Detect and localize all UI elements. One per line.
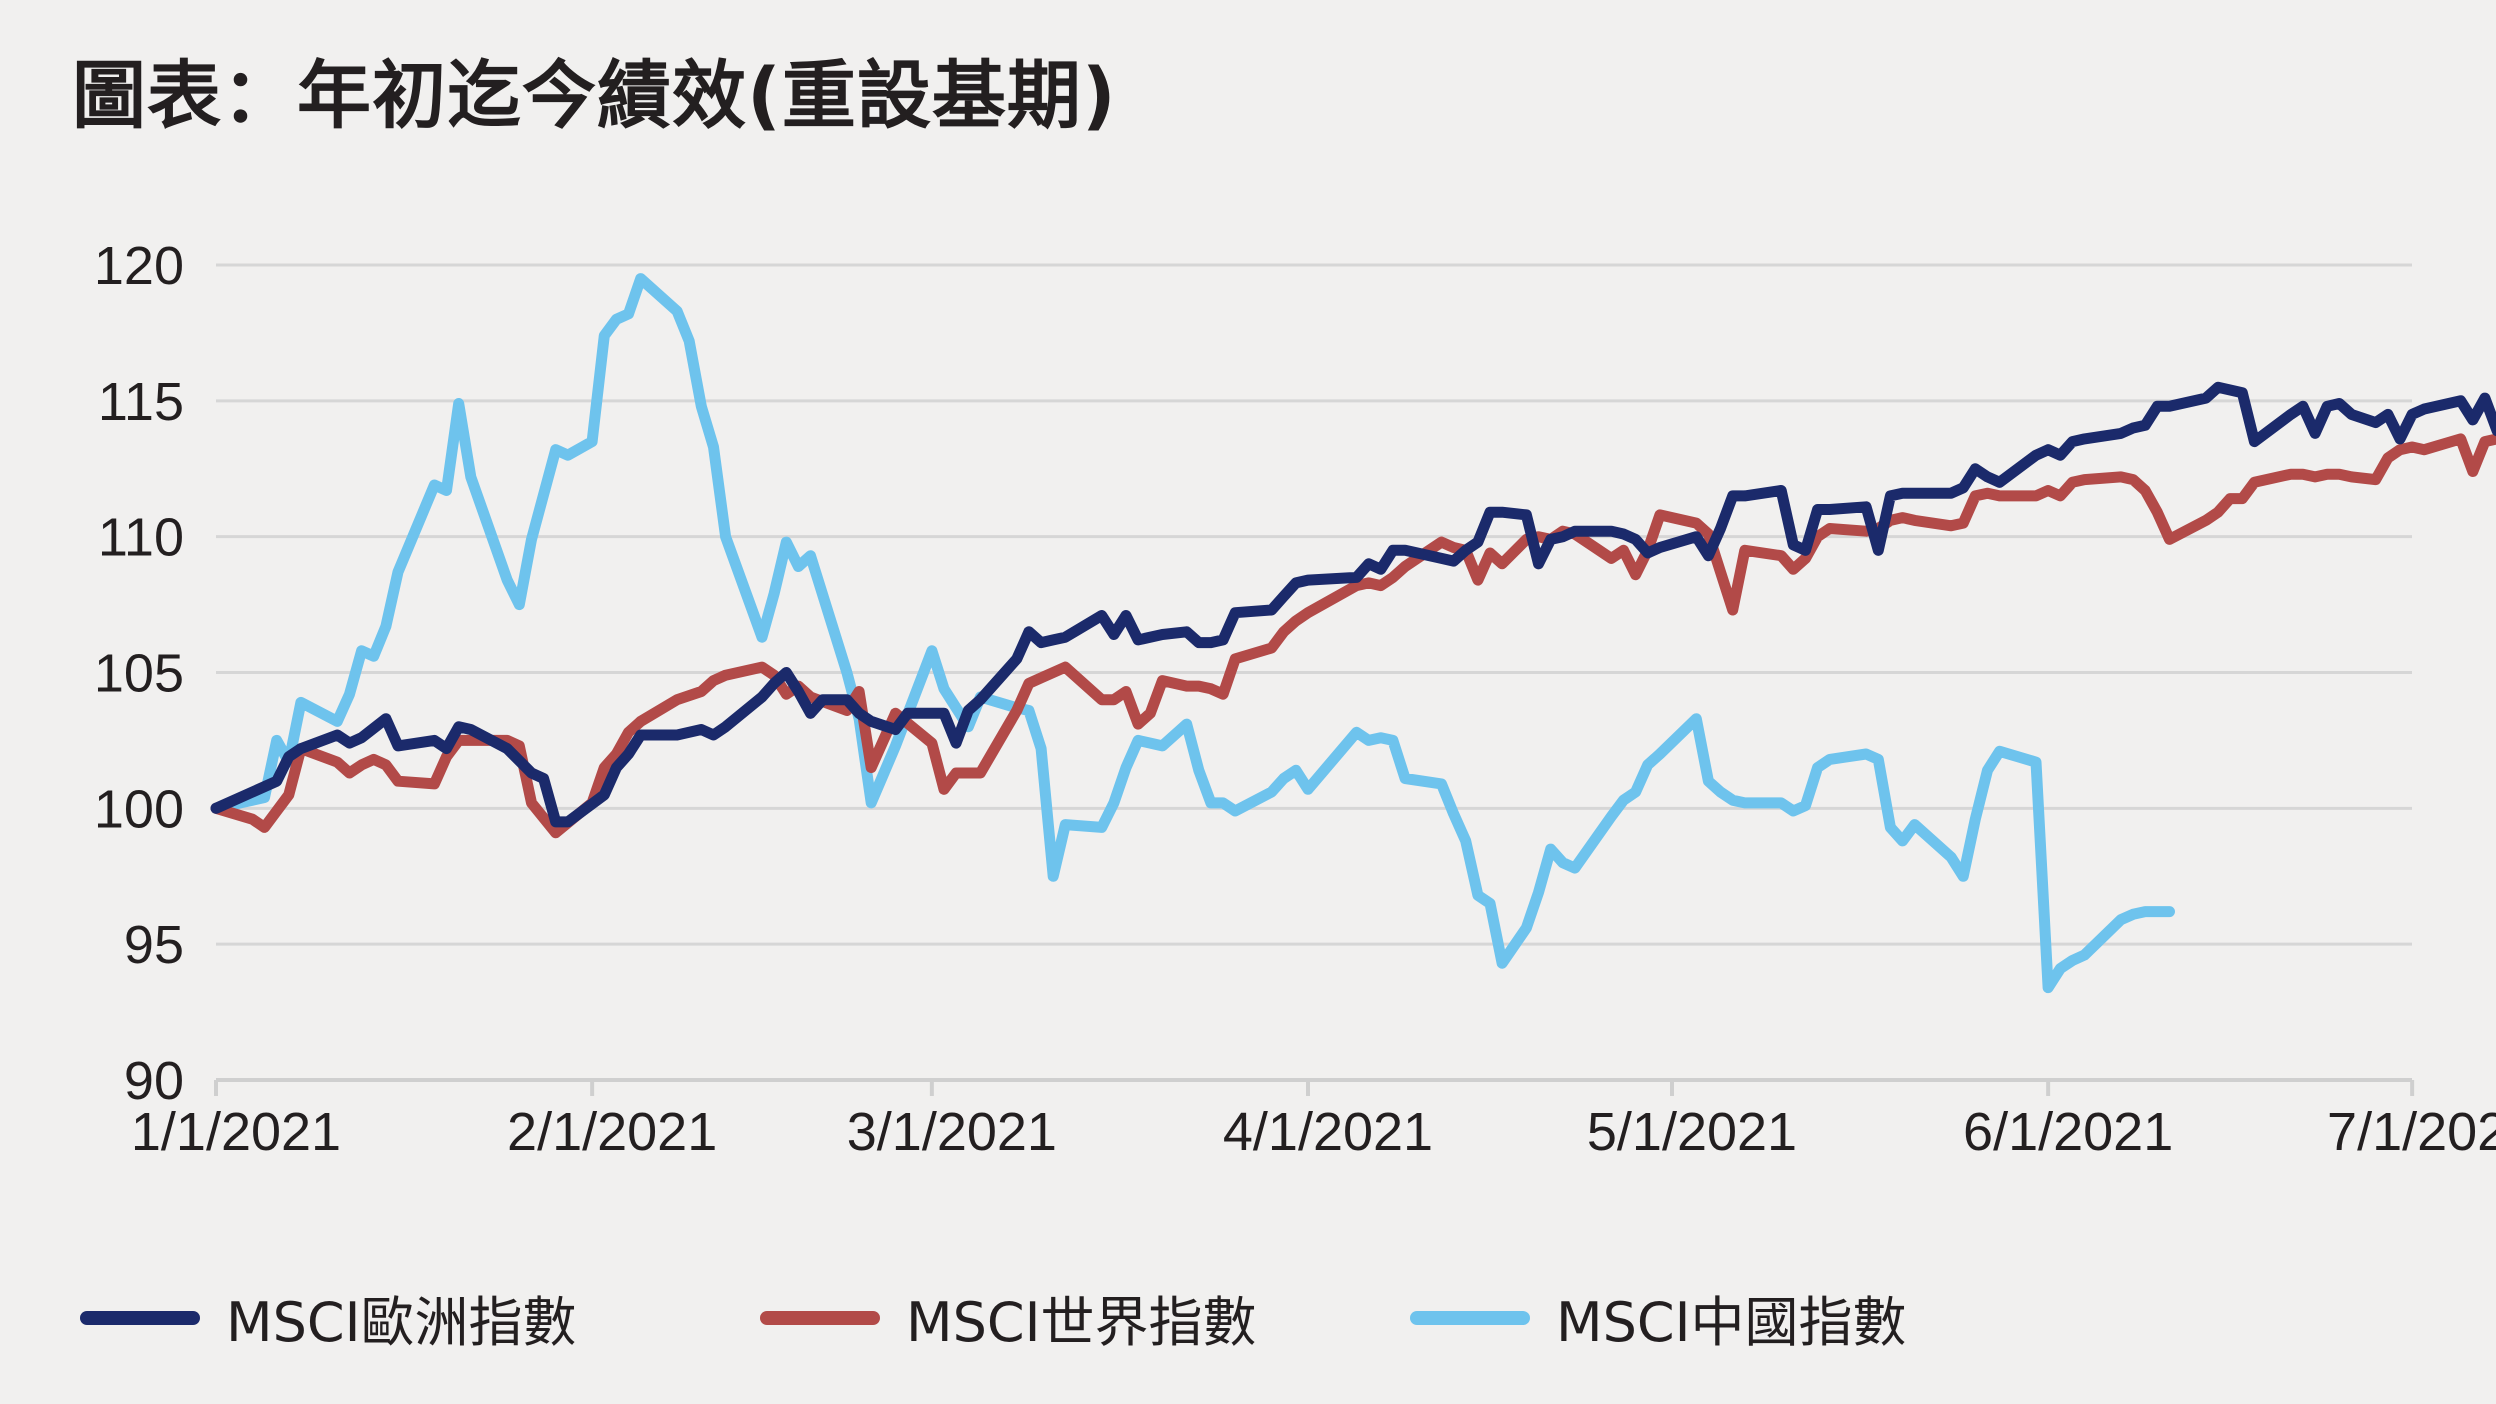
- x-tick-label: 6/1/2021: [1963, 1102, 2173, 1162]
- x-axis: 1/1/2021 2/1/2021 3/1/2021 4/1/2021 5/1/2021…: [131, 1078, 2496, 1162]
- series-line-world: [210, 432, 2496, 839]
- legend-label-europe: MSCI歐洲指數: [226, 1291, 577, 1354]
- y-tick-label: 120: [94, 236, 184, 296]
- y-tick-label: 100: [94, 779, 184, 839]
- x-tick-label: 7/1/2021: [2327, 1102, 2496, 1162]
- legend-item-europe: MSCI歐洲指數: [80, 1278, 577, 1357]
- legend-label-china: MSCI中國指數: [1556, 1291, 1907, 1354]
- y-tick-label: 95: [124, 915, 184, 975]
- legend-label-world: MSCI世界指數: [906, 1291, 1257, 1354]
- x-tick-label: 1/1/2021: [131, 1102, 341, 1162]
- x-tick-label: 4/1/2021: [1223, 1102, 1433, 1162]
- y-tick-label: 105: [94, 644, 184, 704]
- y-tick-label: 110: [98, 508, 184, 568]
- series-lines: [210, 273, 2496, 994]
- legend-swatch-world: [760, 1310, 880, 1325]
- chart-title: 圖表：年初迄今績效(重設基期): [72, 53, 1117, 139]
- legend-swatch-china: [1410, 1310, 1530, 1325]
- legend-swatch-europe: [80, 1310, 200, 1325]
- series-line-europe: [210, 381, 2496, 828]
- series-line-china: [210, 273, 2175, 994]
- y-axis: 120 115 110 105 100 95 90: [94, 236, 184, 1111]
- y-tick-label: 90: [124, 1051, 184, 1111]
- legend-item-world: MSCI世界指數: [760, 1278, 1257, 1357]
- y-tick-label: 115: [98, 372, 184, 432]
- legend-item-china: MSCI中國指數: [1410, 1278, 1907, 1357]
- x-tick-label: 5/1/2021: [1587, 1102, 1797, 1162]
- x-tick-label: 2/1/2021: [507, 1102, 717, 1162]
- x-tick-label: 3/1/2021: [847, 1102, 1057, 1162]
